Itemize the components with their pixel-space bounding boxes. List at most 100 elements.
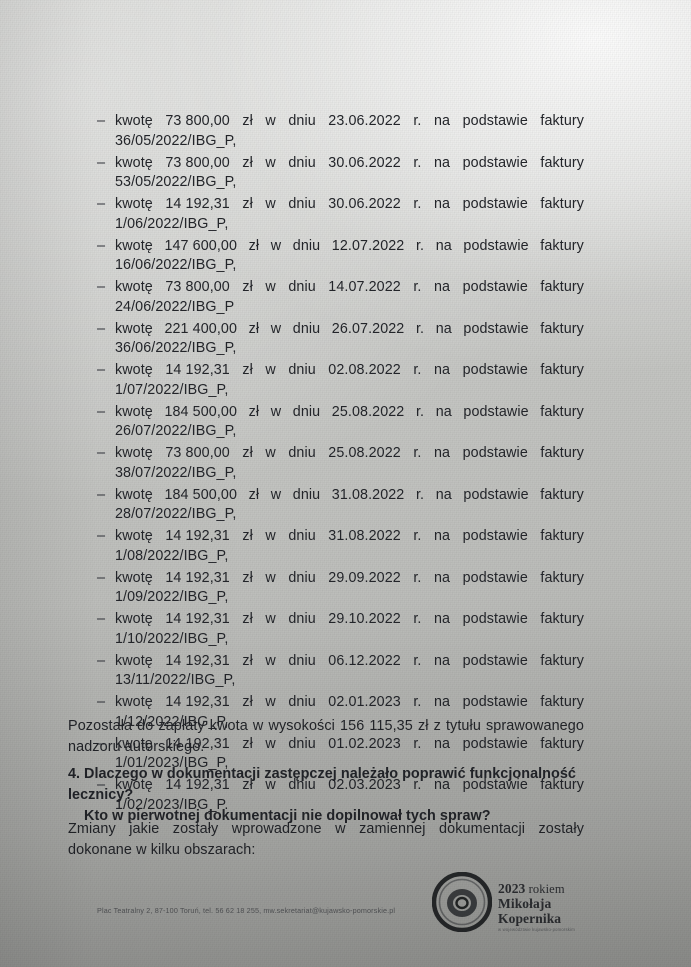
payment-date: 01.02.2023: [328, 735, 401, 752]
payment-amount: 14 192,31: [165, 777, 230, 793]
logo-line-name: Mikołaja Kopernika: [498, 896, 562, 926]
payment-word-faktury: faktury: [540, 237, 584, 254]
list-bullet-dash: –: [97, 735, 106, 752]
payment-word-r: r.: [415, 486, 425, 503]
payment-list-item: – kwotę 184 500,00 zł w dniu 25.08.2022 r. na pod…: [97, 403, 584, 442]
payment-word-na: na: [435, 237, 452, 254]
payment-word-w: w: [270, 237, 282, 254]
payment-word-podstawie: podstawie: [462, 528, 528, 544]
question-line-1: 4. Dlaczego w dokumentacji zastępczej nal…: [68, 764, 596, 806]
paragraph-remaining-amount: Pozostała do zapłaty kwota w wysokości 1…: [68, 718, 584, 755]
payment-word-dniu: dniu: [288, 154, 316, 171]
payment-prefix: kwotę: [115, 445, 153, 461]
payment-list-item: – kwotę 14 192,31 zł w dniu 02.08.2022 r. na pods…: [97, 361, 584, 400]
list-bullet-dash: –: [97, 113, 106, 129]
list-bullet-dash: –: [97, 652, 106, 669]
payment-word-w: w: [265, 652, 276, 669]
payment-currency: zł: [248, 403, 260, 420]
payment-word-dniu: dniu: [288, 196, 316, 212]
payment-amount: 73 800,00: [165, 113, 230, 129]
payment-word-faktury: faktury: [540, 113, 584, 129]
payment-prefix: kwotę: [115, 486, 153, 503]
payment-word-r: r.: [413, 652, 422, 669]
payment-line-primary: kwotę 14 192,31 zł w dniu 06.12.2022 r. na podst…: [115, 652, 584, 672]
payment-invoice-number: 28/07/2022/IBG_P,: [115, 506, 237, 522]
payment-word-dniu: dniu: [288, 528, 316, 544]
payment-word-na: na: [435, 403, 452, 420]
payment-word-w: w: [265, 777, 276, 793]
payment-word-w: w: [265, 362, 276, 378]
payment-word-na: na: [434, 735, 451, 752]
payment-currency: zł: [242, 735, 253, 752]
payment-word-na: na: [434, 154, 451, 171]
payment-line-primary: kwotę 14 192,31 zł w dniu 30.06.2022 r. na podst…: [115, 195, 584, 215]
payment-line-primary: kwotę 73 800,00 zł w dniu 30.06.2022 r. na podst…: [115, 154, 584, 174]
payment-amount: 14 192,31: [165, 611, 230, 627]
payment-word-r: r.: [413, 694, 422, 710]
payment-line-primary: kwotę 14 192,31 zł w dniu 29.10.2022 r. na podst…: [115, 610, 584, 630]
copernicus-emblem-icon: [432, 872, 492, 932]
payment-word-podstawie: podstawie: [462, 362, 528, 378]
payment-word-dniu: dniu: [288, 611, 316, 627]
payment-word-faktury: faktury: [540, 279, 584, 295]
payment-prefix: kwotę: [115, 652, 153, 669]
footer-address: Plac Teatralny 2, 87-100 Toruń, tel. 56 …: [97, 906, 396, 915]
payment-invoice-number: 1/07/2022/IBG_P,: [115, 381, 229, 398]
payment-list-item: – kwotę 14 192,31 zł w dniu 29.10.2022 r. na pods…: [97, 610, 584, 649]
payment-word-faktury: faktury: [540, 320, 584, 337]
payment-invoice-number: 53/05/2022/IBG_P,: [115, 174, 237, 190]
list-bullet-dash: –: [97, 196, 106, 212]
payment-date: 02.01.2023: [328, 694, 401, 710]
payment-prefix: kwotę: [115, 237, 153, 254]
payment-amount: 184 500,00: [164, 403, 238, 420]
payment-currency: zł: [242, 362, 253, 378]
payment-word-faktury: faktury: [540, 694, 584, 710]
list-bullet-dash: –: [97, 528, 106, 544]
list-bullet-dash: –: [97, 237, 106, 254]
payment-word-podstawie: podstawie: [462, 113, 528, 129]
payment-word-dniu: dniu: [288, 279, 316, 295]
list-bullet-dash: –: [97, 320, 106, 337]
payment-word-dniu: dniu: [288, 445, 316, 461]
list-bullet-dash: –: [97, 403, 106, 420]
payment-word-faktury: faktury: [540, 445, 584, 461]
payment-word-w: w: [265, 154, 276, 171]
payment-list-item: – kwotę 73 800,00 zł w dniu 25.08.2022 r. na pods…: [97, 444, 584, 483]
logo-year-suffix: rokiem: [528, 882, 565, 896]
payment-word-dniu: dniu: [288, 113, 316, 129]
payment-date: 29.09.2022: [328, 569, 401, 586]
payment-line-primary: kwotę 14 192,31 zł w dniu 02.08.2022 r. na podst…: [115, 361, 584, 381]
payment-word-na: na: [434, 445, 451, 461]
payment-word-podstawie: podstawie: [462, 694, 528, 710]
payment-date: 25.08.2022: [328, 445, 401, 461]
payment-word-r: r.: [413, 528, 422, 544]
payment-word-r: r.: [413, 611, 422, 627]
payment-invoice-number: 1/09/2022/IBG_P,: [115, 589, 229, 605]
payment-currency: zł: [242, 445, 253, 461]
payment-currency: zł: [242, 694, 253, 710]
payment-word-na: na: [434, 196, 451, 212]
payment-word-faktury: faktury: [540, 611, 584, 627]
payment-word-dniu: dniu: [288, 735, 316, 752]
payment-word-podstawie: podstawie: [462, 569, 528, 586]
payment-list-item: – kwotę 14 192,31 zł w dniu 02.03.2023 r. na pods…: [97, 776, 584, 815]
payment-amount: 14 192,31: [165, 694, 230, 710]
payment-date: 14.07.2022: [328, 279, 401, 295]
payment-word-r: r.: [413, 362, 422, 378]
payment-word-dniu: dniu: [292, 486, 321, 503]
payment-line-primary: kwotę 147 600,00 zł w dniu 12.07.2022 r. na pods…: [115, 237, 584, 257]
payment-word-r: r.: [413, 735, 422, 752]
payment-line-primary: kwotę 73 800,00 zł w dniu 23.06.2022 r. na podst…: [115, 112, 584, 132]
payment-date: 26.07.2022: [331, 320, 405, 337]
payment-word-na: na: [434, 362, 451, 378]
payment-list: – kwotę 73 800,00 zł w dniu 23.06.2022 r. na pods…: [97, 112, 584, 818]
payment-word-w: w: [270, 403, 282, 420]
payment-word-faktury: faktury: [540, 528, 584, 544]
payment-prefix: kwotę: [115, 362, 153, 378]
payment-invoice-number: 24/06/2022/IBG_P: [115, 298, 235, 315]
payment-amount: 221 400,00: [164, 320, 238, 337]
payment-date: 02.03.2023: [328, 777, 401, 793]
payment-word-podstawie: podstawie: [462, 611, 528, 627]
payment-currency: zł: [242, 154, 253, 171]
payment-word-dniu: dniu: [288, 777, 316, 793]
